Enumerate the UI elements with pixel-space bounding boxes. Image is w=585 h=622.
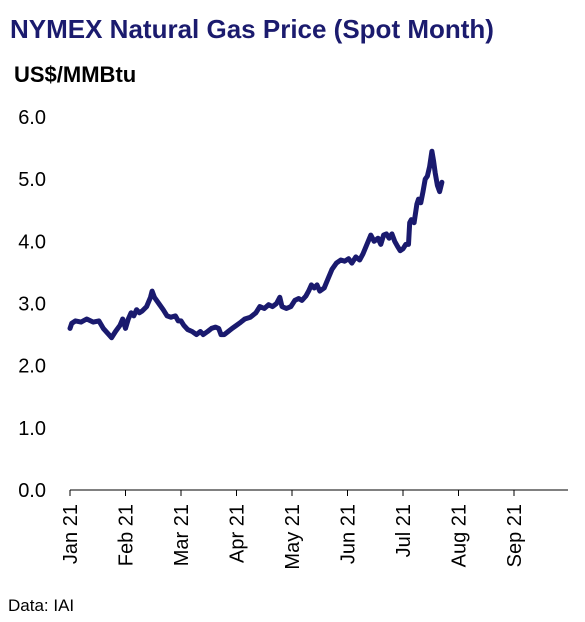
y-tick-label: 1.0 (18, 418, 46, 440)
y-axis-label: US$/MMBtu (14, 62, 137, 87)
x-tick-label: Apr 21 (227, 504, 249, 563)
y-tick-label: 2.0 (18, 356, 46, 378)
chart-title: NYMEX Natural Gas Price (Spot Month) (10, 14, 494, 44)
x-tick-label: Mar 21 (171, 504, 193, 566)
x-tick-label: May 21 (282, 504, 304, 570)
y-tick-label: 4.0 (18, 231, 46, 253)
y-axis: 0.0 1.0 2.0 3.0 4.0 5.0 6.0 (18, 107, 46, 502)
x-tick-label: Sep 21 (504, 504, 526, 567)
y-tick-label: 3.0 (18, 294, 46, 316)
x-tick-label: Jul 21 (393, 504, 415, 557)
y-tick-label: 5.0 (18, 169, 46, 191)
data-source: Data: IAI (8, 596, 75, 615)
x-tick-label: Jan 21 (60, 504, 82, 564)
x-axis: Jan 21 Feb 21 Mar 21 Apr 21 May 21 Jun 21 Jul … (60, 490, 526, 570)
price-series-line (67, 148, 445, 341)
x-tick-label: Aug 21 (449, 504, 471, 567)
x-tick-label: Jun 21 (338, 504, 360, 564)
y-tick-label: 0.0 (18, 480, 46, 502)
y-tick-label: 6.0 (18, 107, 46, 129)
x-tick-label: Feb 21 (116, 504, 138, 566)
